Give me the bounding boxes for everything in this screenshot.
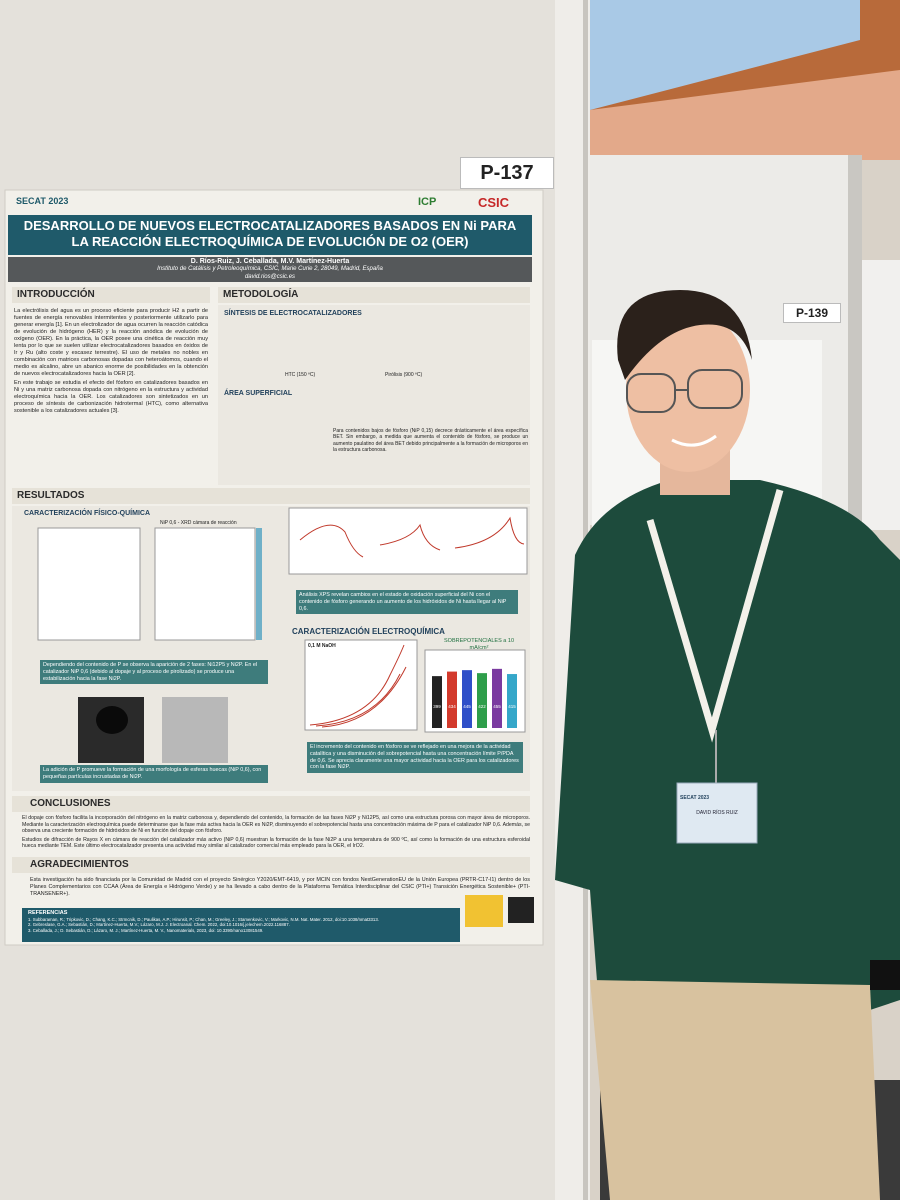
xps-curves [299, 516, 525, 558]
skylight [590, 0, 860, 110]
xps-plots [288, 507, 528, 575]
overpotential-label: 445 [463, 704, 471, 709]
plot-title: SOBREPOTENCIALES a 10 mA/cm² [444, 638, 514, 651]
section-heading: CONCLUSIONES [30, 798, 111, 809]
subheading: CARACTERIZACIÓN ELECTROQUÍMICA [292, 627, 445, 636]
poster-title: DESARROLLO DE NUEVOS ELECTROCATALIZADORE… [23, 218, 517, 249]
reference: 1. Subbaraman, R.; Tripkovic, D.; Chang,… [28, 916, 379, 922]
section-heading: INTRODUCCIÓN [17, 289, 95, 300]
subheading: CARACTERIZACIÓN FÍSICO-QUÍMICA [24, 510, 150, 517]
hair [617, 290, 752, 380]
trousers [590, 980, 880, 1200]
logo: ICP [418, 196, 437, 208]
conference-name: SECAT 2023 [16, 196, 69, 206]
lsv-plot [304, 639, 418, 731]
overpotential-label: 422 [478, 704, 486, 709]
xrd-chamber-plot [154, 527, 256, 641]
references-heading: REFERENCIAS [28, 910, 68, 916]
reference: 2. Gebreslase, G.A.; Sebastián, D.; Mart… [28, 922, 290, 928]
caption: Análisis XPS revelan cambios en el estad… [296, 590, 518, 615]
surface-note: Para contenidos bajos de fósforo (NiP 0,… [333, 428, 528, 453]
intro-text: La electrólisis del agua es un proceso e… [14, 308, 208, 417]
glasses [626, 369, 743, 413]
overpotential-label: 455 [493, 704, 501, 709]
ceiling-beam [590, 70, 900, 160]
affiliation: Instituto de Catálisis y Petroleoquímica… [157, 266, 383, 272]
overpotential-label: 399 [433, 704, 441, 709]
paragraph: En este trabajo se estudia el efecto del… [14, 379, 208, 414]
caption: El incremento del contenido en fósforo s… [307, 742, 523, 773]
caption: Dependiendo del contenido de P se observ… [40, 660, 268, 685]
tem-image-2 [162, 697, 228, 763]
subheading: ÁREA SUPERFICIAL [224, 390, 293, 397]
overpotential-bar [462, 670, 472, 728]
section-heading: METODOLOGÍA [223, 289, 299, 300]
conclusions-header-bg [12, 796, 530, 812]
electrolyte: 0,1 M NaOH [308, 643, 336, 649]
overpotential-label: 415 [508, 704, 516, 709]
badge-name: DAVID RÍOS RUIZ [696, 810, 738, 816]
overpotential-bar [492, 668, 502, 728]
intro-header-bg [12, 287, 210, 303]
reference: 3. Ceballada, J.; D. Sebastián, D.; Láza… [28, 927, 264, 933]
overpotential-label: 434 [448, 704, 456, 709]
references-band [22, 908, 460, 942]
paragraph: La electrólisis del agua es un proceso e… [14, 308, 208, 377]
board-number: P-137 [460, 157, 554, 189]
section-heading: RESULTADOS [17, 490, 85, 501]
qr-code [508, 897, 534, 923]
title-band [8, 215, 532, 255]
section-heading: AGRADECIMIENTOS [30, 859, 129, 870]
step-label: HTC (150 ºC) [285, 372, 316, 378]
method-panel [218, 305, 530, 485]
bullet: Estudios de difracción de Rayos X en cám… [22, 836, 530, 850]
tem-sphere [96, 706, 128, 734]
bullet: El dopaje con fósforo facilita la incorp… [22, 815, 530, 834]
results-header-bg [12, 488, 530, 504]
shirt [555, 480, 900, 1020]
board-number: P-139 [783, 303, 841, 323]
lanyard [646, 489, 784, 743]
board-frame [848, 155, 862, 525]
lsv-curves [309, 644, 407, 728]
references: REFERENCIAS 1. Subbaraman, R.; Tripkovic… [28, 910, 456, 933]
conclusions-text: El dopaje con fósforo facilita la incorp… [22, 815, 530, 852]
overpotential-bar [432, 676, 442, 728]
author-band [8, 257, 532, 282]
badge-event: SECAT 2023 [680, 795, 710, 801]
authors: D. Ríos-Ruiz, J. Ceballada, M.V. Martíne… [190, 258, 350, 265]
overpotential-bar [507, 674, 517, 728]
xrd-plot [37, 527, 141, 641]
temperature-scale [256, 528, 262, 640]
subheading: SÍNTESIS DE ELECTROCATALIZADORES [224, 310, 362, 317]
ack-header-bg [12, 857, 530, 873]
badge [676, 782, 758, 844]
overpotential-bar [447, 671, 457, 728]
smile [671, 434, 717, 447]
ack-text: Esta investigación ha sido financiada po… [30, 877, 530, 897]
platform-logo [465, 895, 503, 927]
logo: CSIC [478, 195, 510, 210]
method-header-bg [218, 287, 530, 303]
step-label: Pirólisis (900 ºC) [385, 372, 423, 378]
email: david.rios@csic.es [244, 274, 296, 280]
far-poster [862, 260, 900, 530]
watch [870, 960, 900, 990]
overpotential-bar [477, 673, 487, 728]
caption: La adición de P promueve la formación de… [40, 765, 268, 783]
plot-title: NiP 0,6 - XRD cámara de reacción [160, 520, 237, 526]
